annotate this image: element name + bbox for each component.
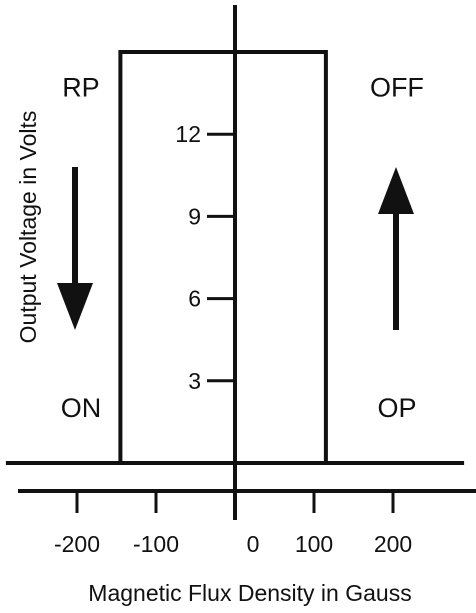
- y-tick-label-2: 9: [188, 203, 201, 229]
- x-tick-label-3: 100: [295, 531, 333, 557]
- x-tick-label-2: 0: [247, 531, 260, 557]
- x-tick-label-0: -200: [54, 531, 100, 557]
- arrow-head: [378, 167, 414, 214]
- series-line-0: [5, 50, 465, 465]
- y-tick-label-1: 6: [188, 286, 201, 312]
- label-op: OP: [377, 393, 416, 423]
- axes: [18, 5, 476, 520]
- y-axis-label: Output Voltage in Volts: [15, 111, 41, 344]
- y-tick-label-3: 12: [175, 121, 201, 147]
- arrows-layer: [57, 167, 414, 330]
- x-axis-label: Magnetic Flux Density in Gauss: [88, 580, 411, 606]
- arrow-down-0: [57, 167, 93, 330]
- x-tick-label-4: 200: [374, 531, 412, 557]
- y-tick-label-0: 3: [188, 368, 201, 394]
- label-on: ON: [61, 393, 102, 423]
- label-rp: RP: [62, 73, 100, 103]
- x-tick-label-1: -100: [133, 531, 179, 557]
- series-layer: [5, 50, 465, 465]
- ticks-layer: -200 -100 0 100 200 3 6 9 12: [54, 121, 412, 557]
- arrow-head: [57, 283, 93, 330]
- labels-layer: RP ON OFF OP: [61, 73, 424, 424]
- label-off: OFF: [370, 73, 424, 103]
- arrow-up-1: [378, 167, 414, 330]
